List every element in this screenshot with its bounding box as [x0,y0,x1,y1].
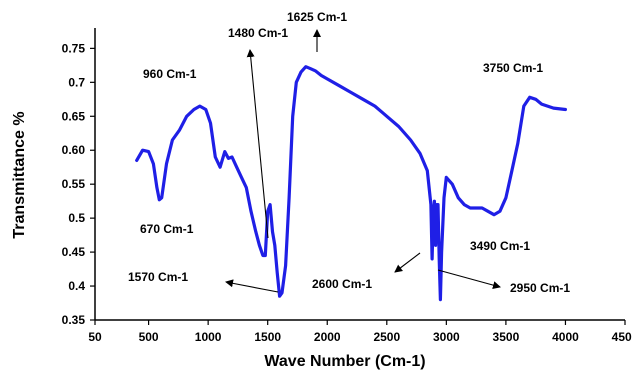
y-tick-label: 0.65 [62,109,86,123]
annotation-label: 3490 Cm-1 [470,239,530,253]
x-tick-label: 50 [88,330,102,344]
annotations-layer: 1625 Cm-1 1480 Cm-1 960 Cm-1 3750 Cm-1 670 C… [128,10,570,295]
x-tick-label: 1000 [195,330,222,344]
series-layer [135,65,568,302]
y-tick-label: 0.60 [62,143,86,157]
y-axis-title: Transmittance % [11,111,28,238]
x-tick-label: 4000 [552,330,579,344]
y-tick-label: 0.45 [62,245,86,259]
chart-axes [94,28,625,321]
x-tick-label: 500 [139,330,159,344]
y-tick-label: 0.55 [62,177,86,191]
annotation-label: 2600 Cm-1 [312,277,372,291]
annotation-arrow [225,279,279,293]
y-tick-label: 0.5 [68,211,85,225]
annotation-label: 1480 Cm-1 [228,26,288,40]
annotation-label: 2950 Cm-1 [510,281,570,295]
annotation-label: 960 Cm-1 [143,67,197,81]
y-tick-label: 0.7 [68,75,85,89]
spectrum-line [135,65,568,302]
annotation-label: 670 Cm-1 [140,222,194,236]
x-tick-label: 3500 [493,330,520,344]
x-axis-title: Wave Number (Cm-1) [264,353,425,370]
annotation-label: 1570 Cm-1 [128,270,188,284]
annotation-arrow [437,269,501,290]
x-tick-label: 2000 [314,330,341,344]
y-tick-label: 0.35 [62,313,86,327]
annotation-label: 3750 Cm-1 [483,61,543,75]
x-tick-label: 1500 [254,330,281,344]
x-tick-label: 2500 [373,330,400,344]
x-tick-label: 4500 [612,330,632,344]
y-tick-label: 0.4 [68,279,85,293]
annotation-arrow [246,49,269,239]
y-tick-label: 0.75 [62,41,86,55]
x-ticks: 50 500 1000 1500 2000 2500 3000 3500 4000 4500 [88,320,632,344]
x-tick-label: 3000 [433,330,460,344]
annotation-arrow [394,252,421,273]
annotation-label: 1625 Cm-1 [287,10,347,24]
y-ticks: 0.35 0.4 0.45 0.5 0.55 0.60 0.65 0.7 0.75 [62,41,95,327]
